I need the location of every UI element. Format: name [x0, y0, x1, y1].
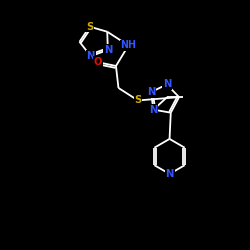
- Text: S: S: [134, 96, 141, 106]
- Text: S: S: [86, 22, 93, 32]
- Text: N: N: [163, 80, 171, 90]
- Text: NH: NH: [120, 40, 136, 50]
- Text: N: N: [147, 87, 155, 97]
- Text: O: O: [94, 57, 102, 67]
- Text: N: N: [104, 45, 112, 55]
- Text: N: N: [149, 105, 158, 115]
- Text: N: N: [86, 51, 95, 61]
- Text: N: N: [165, 169, 174, 179]
